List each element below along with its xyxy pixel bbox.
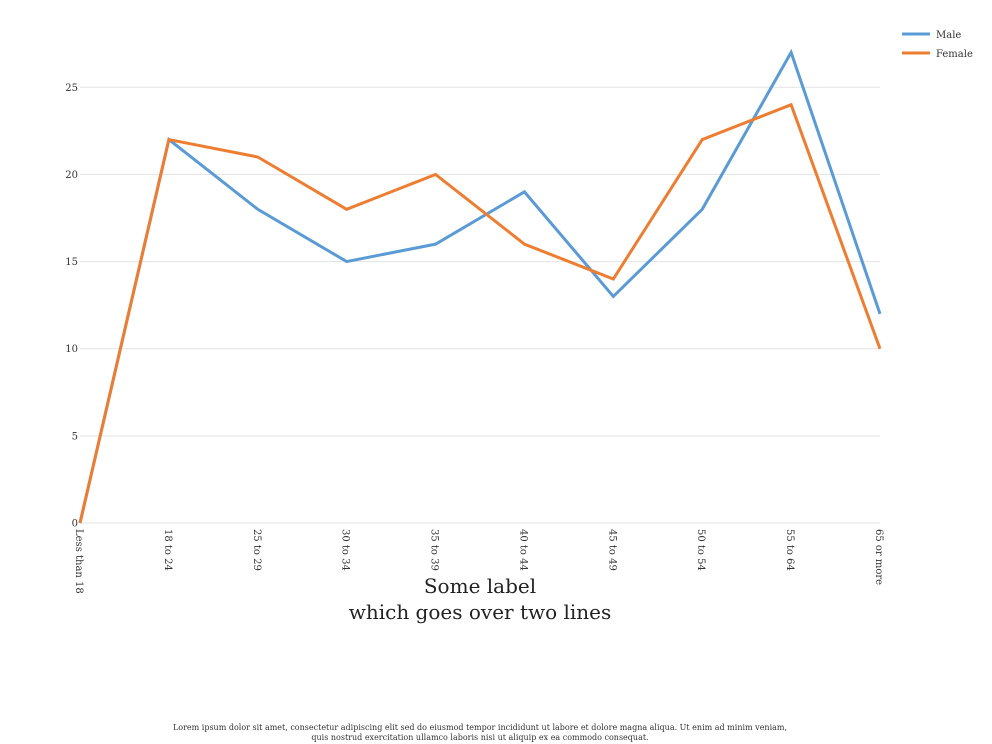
series-line-female <box>78 102 882 524</box>
y-tick-label: 15 <box>65 257 78 268</box>
x-tick-label: 18 to 24 <box>162 529 173 571</box>
grid-lines <box>80 86 880 524</box>
y-tick-label: 5 <box>72 431 78 442</box>
legend-label-male: Male <box>936 30 961 41</box>
x-tick-label: 45 to 49 <box>606 529 617 571</box>
y-tick-label: 25 <box>65 83 78 94</box>
x-tick-label: 30 to 34 <box>340 529 351 571</box>
x-tick-label: 35 to 39 <box>429 529 440 571</box>
y-axis-ticks: 0 5 10 15 20 25 <box>65 83 78 530</box>
x-axis-ticks: Less than 18 18 to 24 25 to 29 30 to 34 35 t… <box>73 529 884 594</box>
x-tick-label: 65 or more <box>873 529 884 585</box>
x-tick-label: 50 to 54 <box>695 529 706 571</box>
legend: Male Female <box>902 30 973 60</box>
x-tick-label: 25 to 29 <box>251 529 262 571</box>
y-tick-label: 0 <box>72 519 78 530</box>
y-tick-label: 20 <box>65 170 78 181</box>
series-lines <box>78 48 882 524</box>
footnote-line-2: quis nostrud exercitation ullamco labori… <box>311 733 648 742</box>
legend-label-female: Female <box>936 49 973 60</box>
series-line-male <box>78 48 882 524</box>
x-tick-label: Less than 18 <box>73 529 84 594</box>
x-tick-label: 40 to 44 <box>517 529 528 571</box>
x-axis-label-line-1: Some label <box>424 574 536 598</box>
footnote-line-1: Lorem ipsum dolor sit amet, consectetur … <box>173 723 787 732</box>
x-tick-label: 55 to 64 <box>784 529 795 571</box>
x-axis-label-line-2: which goes over two lines <box>349 600 612 624</box>
y-tick-label: 10 <box>65 344 78 355</box>
